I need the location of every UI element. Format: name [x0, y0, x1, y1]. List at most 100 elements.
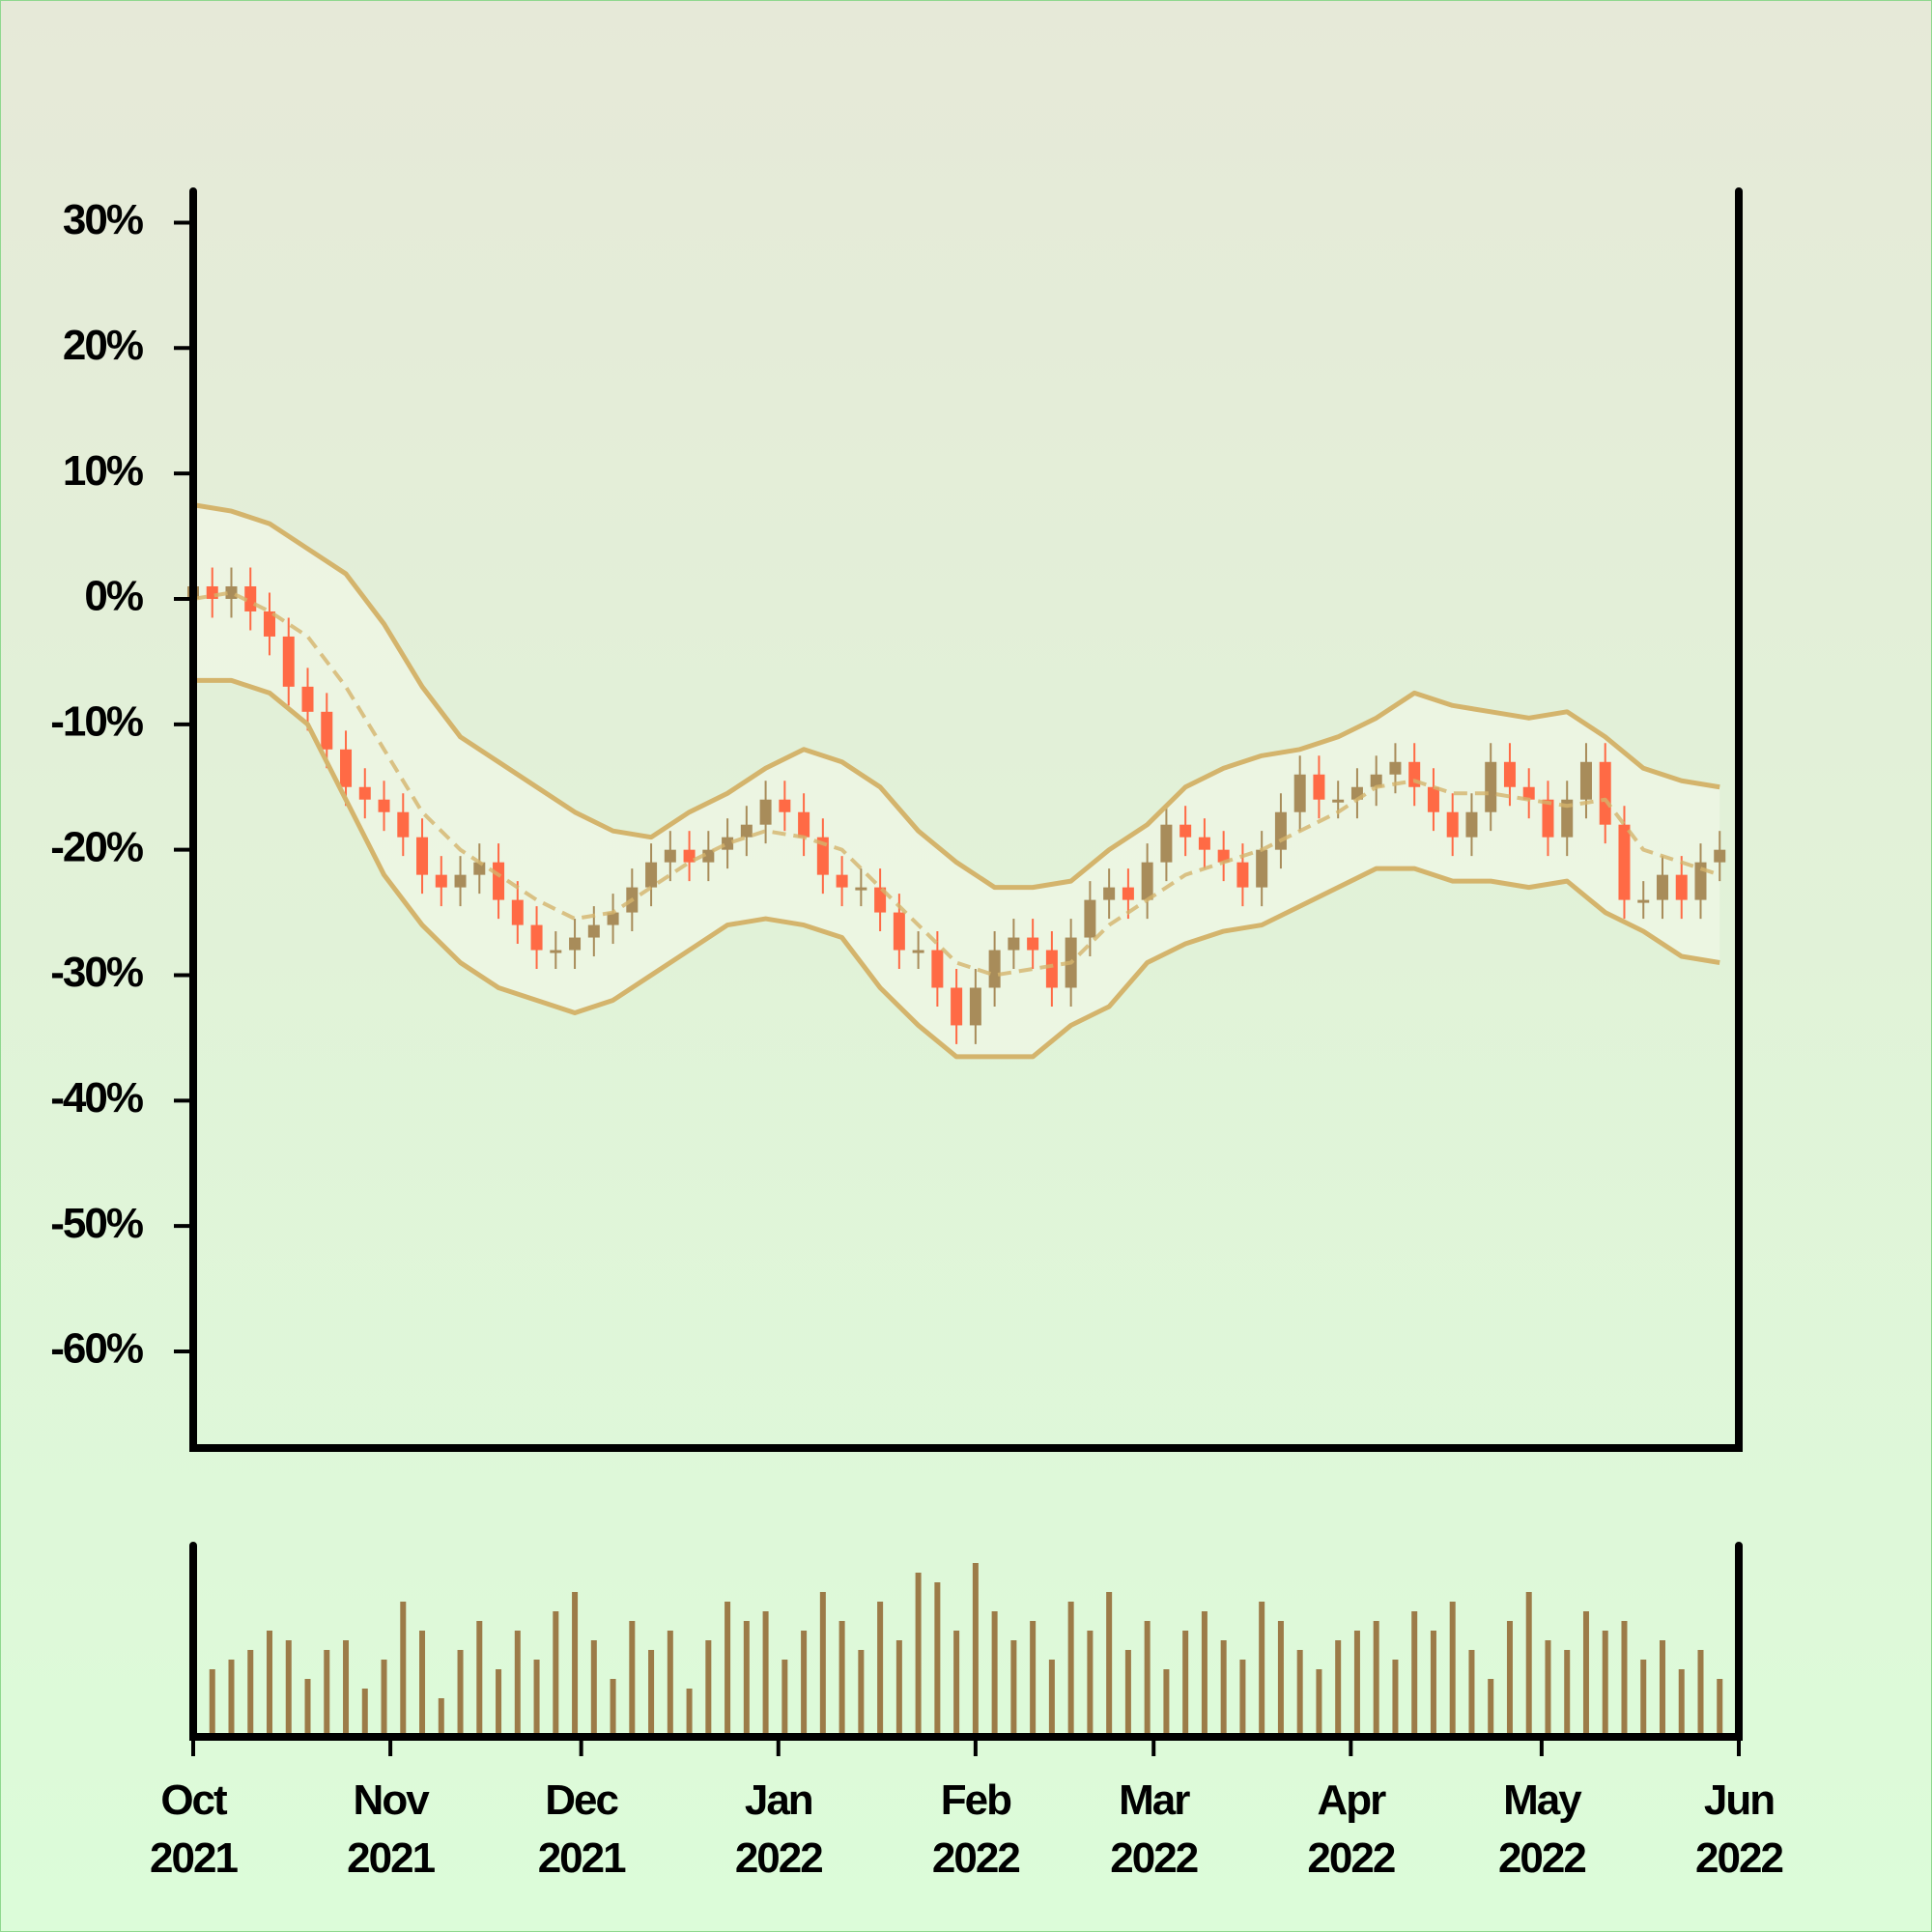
candle-body: [473, 862, 486, 875]
volume-bar: [972, 1563, 979, 1737]
volume-bar: [1030, 1621, 1037, 1737]
candle-body: [798, 811, 810, 838]
volume-bar: [819, 1592, 826, 1737]
volume-bar: [1468, 1650, 1475, 1737]
candle-body: [1008, 937, 1020, 951]
candle-body: [664, 849, 676, 863]
candle-body: [1370, 774, 1382, 787]
candle-body: [1389, 761, 1402, 775]
volume-bar: [1659, 1640, 1665, 1737]
volume-bar: [514, 1631, 521, 1737]
candle-body: [1198, 837, 1210, 850]
volume-bar: [400, 1602, 407, 1737]
volume-bar: [1717, 1679, 1723, 1737]
y-tick-label: 10%: [63, 447, 143, 495]
volume-bar: [1373, 1621, 1379, 1737]
candle-body: [1217, 849, 1230, 863]
x-tick-label: Nov 2021: [347, 1776, 435, 1882]
volume-bar: [895, 1640, 902, 1737]
volume-bar: [801, 1631, 808, 1737]
volume-bar: [934, 1582, 941, 1737]
volume-bar: [1353, 1631, 1360, 1737]
volume-bar: [381, 1660, 387, 1737]
volume-bar: [1335, 1640, 1342, 1737]
candle-body: [1465, 811, 1478, 838]
volume-bar: [1182, 1631, 1189, 1737]
volume-bar: [1564, 1650, 1571, 1737]
volume-bar: [858, 1650, 865, 1737]
y-tick-label: -50%: [50, 1200, 143, 1247]
y-tick-label: 0%: [84, 573, 142, 620]
volume-bar: [1201, 1611, 1208, 1737]
x-tick-label: Jan 2022: [735, 1776, 822, 1882]
candle-body: [1160, 824, 1173, 863]
candle-body: [759, 799, 772, 825]
band-upper: [192, 502, 1720, 891]
volume-bar: [1411, 1611, 1418, 1737]
y-tick-label: -30%: [50, 949, 143, 996]
candle-body: [1656, 874, 1668, 900]
volume-bar: [1449, 1602, 1456, 1737]
candle-body: [1236, 862, 1249, 888]
volume-bar: [1602, 1631, 1608, 1737]
volume-bar: [629, 1621, 636, 1737]
volume-bar: [496, 1669, 502, 1737]
volume-bar: [724, 1602, 731, 1737]
volume-bar: [1277, 1621, 1284, 1737]
volume-bar: [1430, 1631, 1436, 1737]
x-tick-label: May 2022: [1498, 1776, 1585, 1882]
candle-body: [321, 711, 333, 750]
volume-bar: [1488, 1679, 1494, 1737]
candle-body: [912, 950, 924, 953]
volume-bar: [1220, 1640, 1227, 1737]
volume-bar: [686, 1689, 693, 1737]
candle-body: [1503, 761, 1516, 787]
volume-bar: [1239, 1660, 1246, 1737]
volume-bar: [1163, 1669, 1170, 1737]
candle-body: [740, 824, 753, 838]
volume-bar: [476, 1621, 483, 1737]
volume-bar: [209, 1669, 215, 1737]
candle-body: [1618, 824, 1631, 900]
volume-bar: [610, 1679, 616, 1737]
volume-bar: [1582, 1611, 1589, 1737]
candle-body: [931, 950, 944, 988]
candle-body: [530, 924, 543, 951]
candle-body: [1579, 761, 1592, 800]
y-tick-label: 20%: [63, 322, 143, 369]
candle-body: [1427, 786, 1439, 812]
band-middle: [192, 590, 1720, 978]
volume-bar: [991, 1611, 998, 1737]
volume-bar: [953, 1631, 960, 1737]
candle-body: [1084, 899, 1096, 938]
candle-body: [358, 786, 371, 800]
volume-bar: [838, 1621, 845, 1737]
candle-body: [607, 912, 619, 925]
candle-body: [874, 887, 887, 913]
candle-body: [569, 937, 582, 951]
volume-bar: [533, 1660, 540, 1737]
candle-body: [1694, 862, 1707, 900]
x-tick-label: Jun 2022: [1695, 1776, 1782, 1882]
candle-body: [435, 874, 447, 888]
candle-body: [855, 887, 867, 891]
candle-body: [836, 874, 848, 888]
candle-body: [1103, 887, 1116, 900]
volume-bar: [1296, 1650, 1303, 1737]
candle-body: [1599, 761, 1611, 825]
volume-bar: [343, 1640, 350, 1737]
candle-body: [816, 837, 829, 875]
volume-bar: [705, 1640, 712, 1737]
volume-bar: [1067, 1602, 1074, 1737]
candle-body: [1274, 811, 1287, 850]
candle-body: [282, 636, 295, 687]
volume-bar: [1259, 1602, 1265, 1737]
main-spines: [189, 187, 1743, 1452]
candle-body: [301, 686, 314, 712]
volume-bar: [285, 1640, 292, 1737]
candle-body: [416, 837, 429, 875]
volume-bar: [1124, 1650, 1131, 1737]
volume-bar: [1144, 1621, 1151, 1737]
volume-bar: [1010, 1640, 1017, 1737]
